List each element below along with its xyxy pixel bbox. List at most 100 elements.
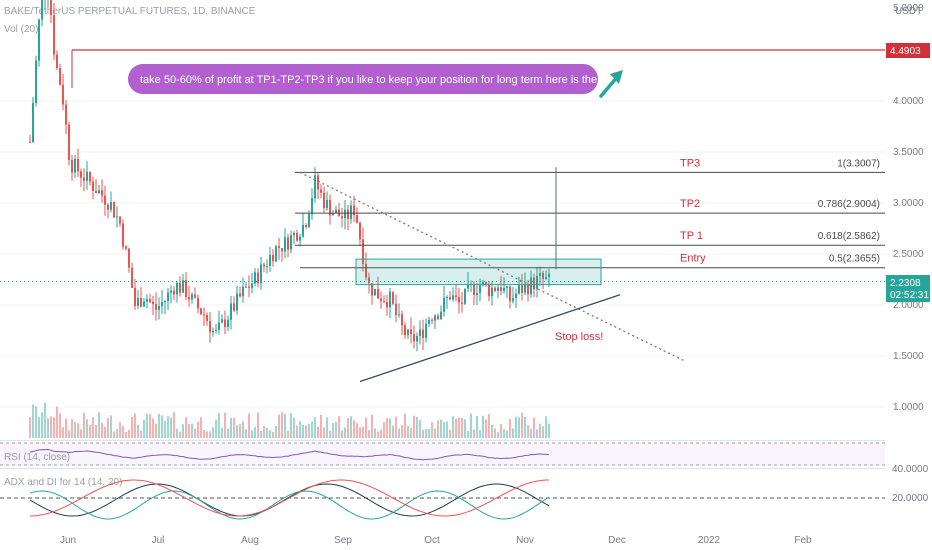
volume-bar [98,412,100,438]
candle-body [113,202,115,218]
candle-body [128,248,130,268]
adx-lines [0,479,885,520]
candle-body [521,285,523,293]
candle-body [353,205,355,216]
volume-bar [65,418,67,438]
volume-bar [50,416,52,438]
fib-level-name: Entry [680,253,706,265]
volume-bar [284,413,286,438]
volume-bar [329,430,331,438]
candle-body [89,171,91,182]
candle-body [392,291,394,304]
target-price-label: 4.4903 [890,46,921,57]
volume-bar [512,428,514,438]
candle-body [446,296,448,298]
volume-bar [386,418,388,438]
candle-body [485,281,487,285]
price-axis[interactable]: 5.0000 4.0000 3.5000 3.0000 2.5000 2.0000 1.50… [893,3,924,413]
volume-bar [344,427,346,438]
volume-bar [527,425,529,438]
candle-body [473,283,475,296]
volume-bar [410,427,412,438]
grid-lines [0,100,885,408]
entry-zone-box [355,258,602,286]
arrow-up-icon [599,70,623,98]
currency-label: USDT [895,6,922,17]
volume-bar [239,424,241,438]
volume-bar [152,418,154,438]
candle-body [269,254,271,266]
candle-body [218,322,220,330]
time-axis[interactable]: Jun Jul Aug Sep Oct Nov Dec 2022 Feb [60,535,812,546]
candle-body [140,297,142,307]
rsi-band [0,443,885,465]
candle-body [239,293,241,297]
candle-body [176,282,178,295]
volume-bar [44,402,46,438]
volume-bar [203,429,205,438]
volume-bar [503,429,505,438]
candle-body [311,198,313,215]
price-tick-label: 3.0000 [893,198,924,209]
volume-bar [32,404,34,438]
volume-bar [353,420,355,438]
annotation-bubble[interactable]: take 50-60% of profit at TP1-TP2-TP3 if … [128,64,628,94]
volume-bar [155,423,157,438]
candle-body [326,199,328,209]
candle-body [227,319,229,328]
volume-bar [281,412,283,438]
volume-bar [530,428,532,438]
candle-body [182,280,184,293]
volume-bar [227,428,229,438]
resistance-trendline [299,171,686,362]
candle-body [74,158,76,173]
candle-body [359,222,361,240]
price-tick-label: 4.0000 [893,96,924,107]
candle-body [185,280,187,298]
candle-body [278,246,280,249]
volume-bar [335,422,337,438]
candle-body [164,300,166,303]
volume-bar [494,428,496,438]
volume-bar [116,429,118,438]
candle-body [323,192,325,209]
last-price-label: 2.2308 [890,278,921,289]
candle-body [428,319,430,324]
candle-body [134,287,136,306]
volume-bar [536,429,538,438]
volume-label: Vol (20) [4,24,38,35]
candle-body [425,323,427,338]
volume-bar [365,417,367,438]
time-tick-label: Jul [152,535,165,546]
volume-bar [185,417,187,438]
candle-body [158,306,160,310]
time-tick-label: Oct [424,535,440,546]
candle-body [524,283,526,293]
candle-body [455,295,457,298]
volume-bar [470,413,472,438]
candle-body [548,273,550,277]
volume-bar [395,416,397,438]
candle-body [98,190,100,194]
volume-bar [515,416,517,438]
volume-bar [326,417,328,438]
candle-body [539,272,541,277]
candle-body [272,254,274,262]
candle-body [50,0,52,16]
candle-body [254,272,256,284]
candle-body [398,314,400,316]
volume-bar [509,419,511,438]
candle-body [224,319,226,328]
candle-body [212,330,214,333]
volume-bar [548,423,550,438]
candle-body [467,284,469,289]
candle-body [206,314,208,322]
volume-bar [119,422,121,438]
volume-bar [62,427,64,438]
candle-body [293,232,295,236]
fib-level-name: TP2 [680,198,700,210]
candle-body [56,54,58,69]
candle-body [449,296,451,300]
volume-bar [425,429,427,438]
